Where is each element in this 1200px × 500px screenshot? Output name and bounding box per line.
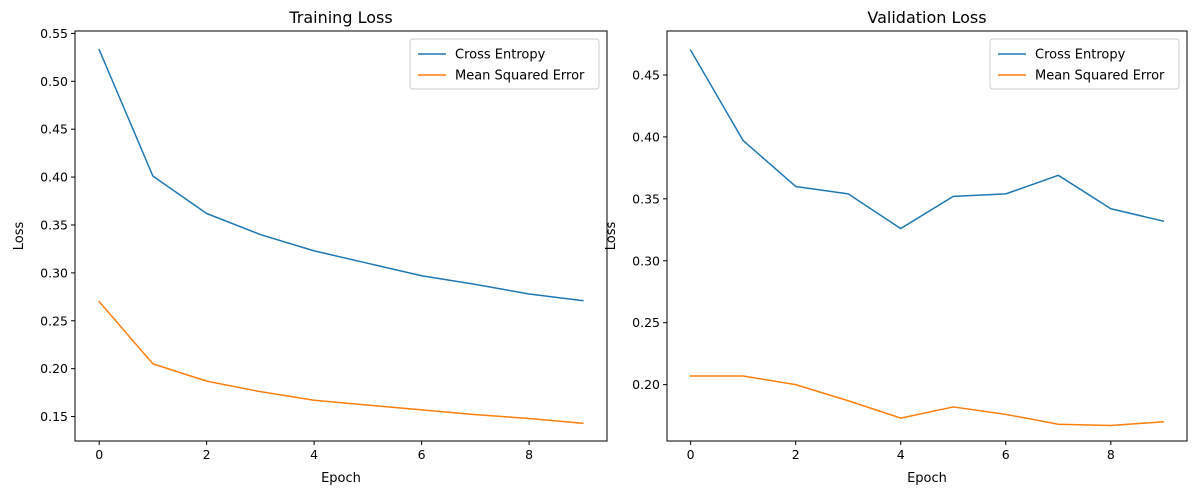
plot-area-frame	[666, 30, 1188, 442]
x-tick-label: 0	[687, 447, 695, 462]
y-tick-label: 0.20	[632, 377, 660, 392]
y-tick-label: 0.35	[40, 217, 68, 232]
y-tick-label: 0.40	[40, 170, 68, 185]
y-tick-label: 0.20	[40, 361, 68, 376]
legend: Cross Entropy Mean Squared Error	[989, 38, 1180, 90]
x-axis-label: Epoch	[907, 471, 947, 486]
y-tick-label: 0.30	[632, 253, 660, 268]
legend-box	[989, 38, 1180, 90]
legend-label: Mean Squared Error	[455, 69, 585, 84]
x-tick-label: 6	[1002, 447, 1010, 462]
series-line-mean-squared-error	[689, 375, 1165, 427]
plot-area-frame	[74, 30, 608, 442]
x-tick-label: 6	[418, 447, 426, 462]
x-axis-label: Epoch	[321, 471, 361, 486]
y-tick-label: 0.40	[632, 129, 660, 144]
legend-label: Cross Entropy	[1035, 48, 1126, 63]
x-tick-label: 4	[897, 447, 905, 462]
x-tick-label: 8	[1107, 447, 1115, 462]
chart-title: Training Loss	[288, 8, 392, 27]
y-axis-label: Loss	[12, 222, 27, 251]
y-tick-label: 0.25	[632, 315, 660, 330]
y-tick-label: 0.55	[40, 26, 68, 41]
legend-label: Mean Squared Error	[1035, 69, 1165, 84]
x-tick-label: 2	[792, 447, 800, 462]
legend-box	[409, 38, 600, 90]
x-tick-label: 2	[203, 447, 211, 462]
legend: Cross Entropy Mean Squared Error	[409, 38, 600, 90]
x-tick-label: 0	[95, 447, 103, 462]
x-tick-label: 4	[310, 447, 318, 462]
y-axis-label: Loss	[604, 222, 619, 251]
y-tick-label: 0.25	[40, 313, 68, 328]
chart-panel-0: Training Loss 0 2 4 6 8 0.15 0.20 0.25 0.30 0.35 0.…	[12, 8, 608, 486]
y-tick-label: 0.45	[40, 122, 68, 137]
series-line-cross-entropy	[98, 48, 584, 302]
chart-title: Validation Loss	[867, 8, 986, 27]
y-tick-label: 0.30	[40, 265, 68, 280]
y-tick-label: 0.15	[40, 409, 68, 424]
chart-panel-1: Validation Loss 0 2 4 6 8 0.20 0.25 0.30 0.35 0.40…	[604, 8, 1188, 486]
series-line-mean-squared-error	[98, 300, 584, 425]
series-line-cross-entropy	[689, 49, 1165, 230]
x-tick-label: 8	[525, 447, 533, 462]
y-tick-label: 0.35	[632, 191, 660, 206]
legend-label: Cross Entropy	[455, 48, 546, 63]
y-tick-label: 0.45	[632, 67, 660, 82]
y-tick-label: 0.50	[40, 74, 68, 89]
